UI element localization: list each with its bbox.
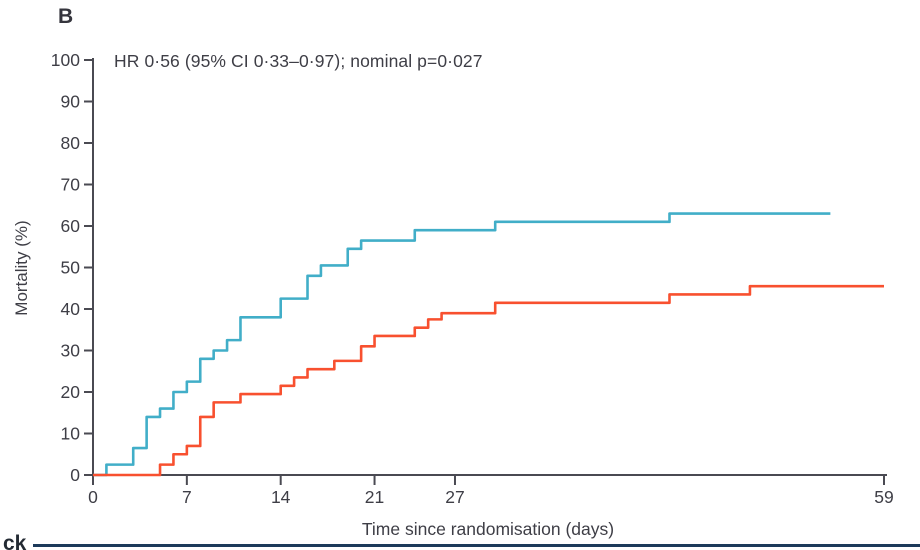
x-tick-label: 59 (874, 487, 893, 507)
panel-label: B (58, 5, 74, 28)
x-tick-label: 7 (182, 487, 192, 507)
x-tick-label: 27 (445, 487, 464, 507)
y-tick-label: 90 (61, 92, 81, 112)
y-tick-label: 10 (61, 424, 81, 444)
y-tick-label: 50 (61, 258, 81, 278)
y-tick-label: 70 (61, 175, 81, 195)
clipped-caption-text: ck (3, 532, 27, 550)
series_red-curve (93, 284, 884, 477)
y-tick-label: 0 (70, 465, 80, 485)
y-tick-label: 100 (51, 50, 80, 70)
hazard-ratio-annotation: HR 0·56 (95% CI 0·33–0·97); nominal p=0·… (114, 51, 483, 71)
y-tick-label: 30 (61, 341, 81, 361)
y-tick-label: 20 (61, 382, 81, 402)
series_teal-curve (93, 212, 831, 477)
x-tick-label: 0 (88, 487, 98, 507)
y-tick-label: 80 (61, 133, 81, 153)
x-axis-title: Time since randomisation (days) (361, 519, 615, 539)
y-tick-label: 40 (61, 299, 81, 319)
y-tick-label: 60 (61, 216, 81, 236)
bottom-border-rule (33, 544, 920, 547)
x-tick-label: 21 (365, 487, 384, 507)
x-tick-label: 14 (271, 487, 291, 507)
